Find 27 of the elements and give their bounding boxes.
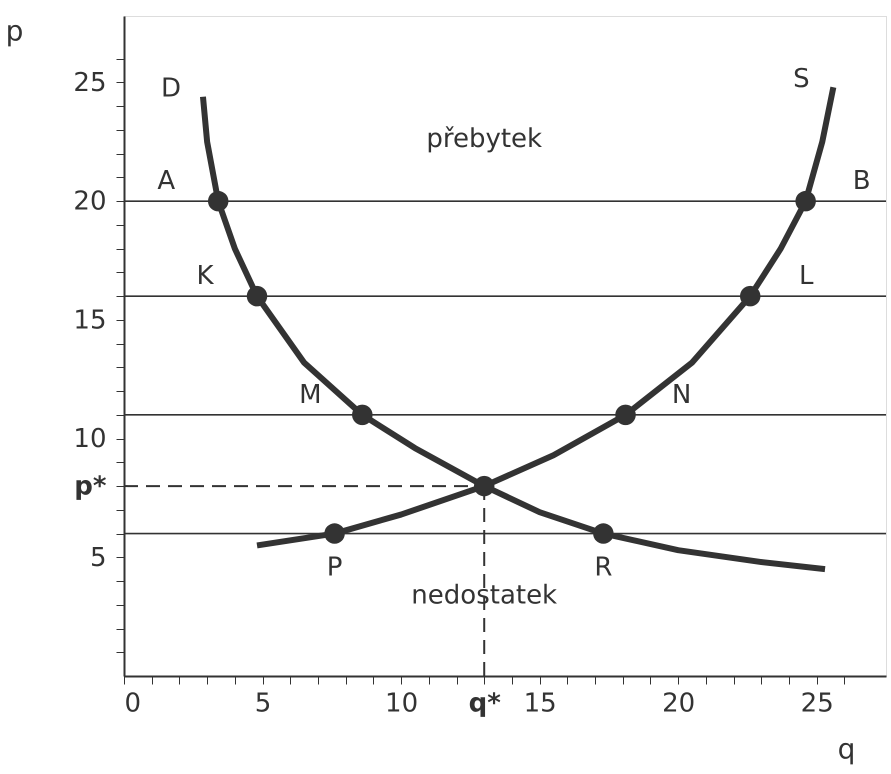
series-label: S bbox=[793, 64, 810, 94]
x-tick-label: 20 bbox=[662, 688, 696, 718]
y-tick-label: p* bbox=[74, 472, 107, 502]
y-axis-title: p bbox=[6, 14, 24, 48]
data-label: N bbox=[672, 380, 692, 410]
data-label: B bbox=[852, 166, 871, 196]
data-label: L bbox=[798, 261, 814, 292]
y-tick-label: 10 bbox=[73, 424, 106, 454]
ref-line-label: nedostatek bbox=[411, 580, 558, 611]
data-label: K bbox=[196, 261, 214, 292]
y-tick-label: 5 bbox=[90, 542, 106, 573]
x-tick-label: 25 bbox=[800, 688, 834, 718]
x-axis-title: q bbox=[838, 732, 856, 766]
y-tick-label: 15 bbox=[73, 305, 106, 336]
data-label: R bbox=[594, 552, 612, 583]
x-tick-label: 5 bbox=[254, 688, 272, 718]
x-tick-label: q* bbox=[468, 688, 502, 718]
x-tick-label: 10 bbox=[385, 688, 418, 718]
data-label: P bbox=[326, 552, 342, 583]
data-label: A bbox=[157, 166, 176, 196]
x-tick-label: 0 bbox=[124, 688, 142, 718]
ref-line-label: přebytek bbox=[426, 124, 542, 154]
legend-label: D bbox=[160, 74, 181, 104]
y-tick-label: 25 bbox=[73, 68, 106, 98]
x-tick-label: 15 bbox=[524, 688, 557, 718]
y-tick-label: 20 bbox=[73, 186, 106, 217]
data-label: M bbox=[299, 380, 322, 410]
